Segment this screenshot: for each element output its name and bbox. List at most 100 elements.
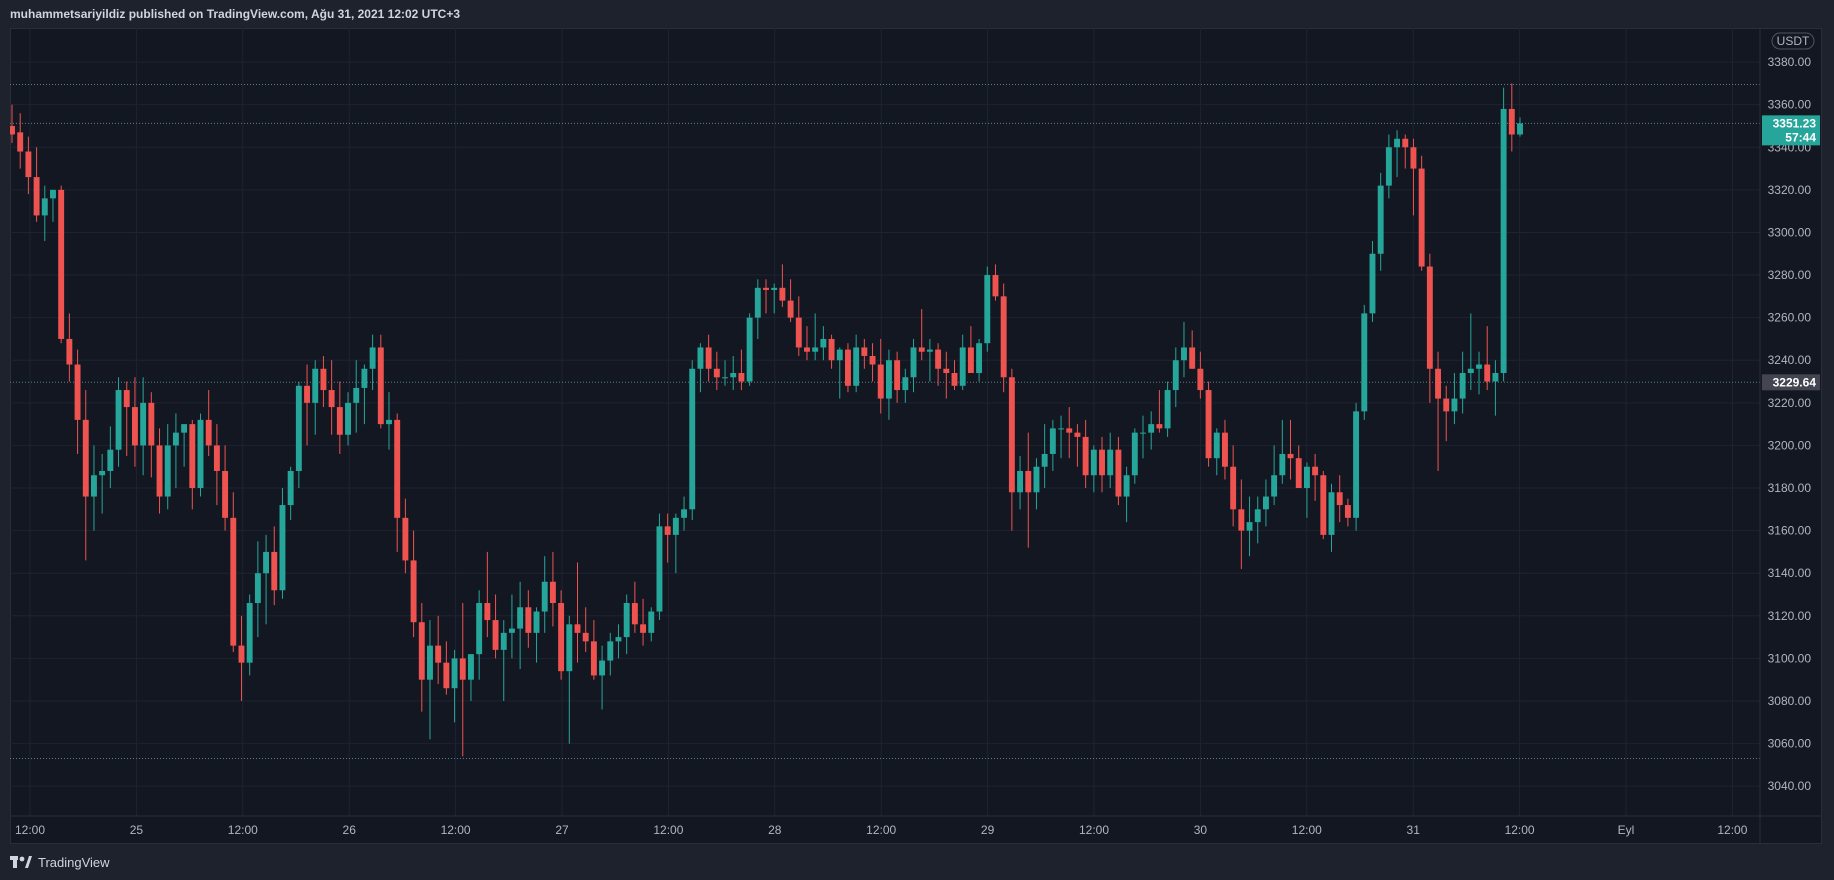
- candle-body: [1344, 505, 1351, 518]
- candle: [1082, 419, 1089, 489]
- candle-body: [222, 470, 229, 518]
- candle-body: [885, 360, 892, 399]
- candle: [1418, 155, 1425, 271]
- candle: [1205, 381, 1212, 467]
- candle: [320, 355, 327, 408]
- candle: [640, 598, 647, 646]
- y-tick-label: 3220.00: [1768, 396, 1812, 410]
- candle: [279, 488, 286, 599]
- candle: [1402, 134, 1409, 169]
- candle-body: [943, 368, 950, 374]
- candle: [140, 377, 147, 476]
- candle-body: [1115, 449, 1122, 497]
- candle-body: [1443, 398, 1450, 412]
- tradingview-logo-icon: [10, 856, 32, 868]
- candle: [607, 632, 614, 676]
- candle-body: [1336, 492, 1343, 506]
- candle: [1394, 130, 1401, 178]
- candle: [541, 556, 548, 633]
- candle: [1017, 456, 1024, 510]
- candle-body: [107, 449, 114, 471]
- candle-body: [787, 300, 794, 318]
- candle: [1271, 445, 1278, 506]
- candle: [590, 620, 597, 680]
- candle: [1033, 458, 1040, 510]
- candle-body: [451, 658, 458, 689]
- candle-body: [1123, 475, 1130, 497]
- axes[interactable]: [10, 28, 1822, 844]
- time-axis[interactable]: 12:00 25 12:00 26 12:00 27 12:00 28 12:00 29 12:00…: [15, 823, 1748, 837]
- price-axis[interactable]: 3040.00 3060.00 3080.00 3100.00 3120.00 3140.…: [1768, 55, 1812, 793]
- candle: [853, 334, 860, 393]
- candle-body: [41, 198, 48, 216]
- candle: [1131, 428, 1138, 484]
- candle: [1213, 428, 1220, 476]
- candle: [738, 349, 745, 391]
- candle: [1148, 411, 1155, 450]
- candle: [1107, 432, 1114, 489]
- candle-body: [353, 387, 360, 403]
- candle-body: [746, 317, 753, 382]
- candle: [435, 615, 442, 684]
- candle-body: [992, 275, 999, 297]
- candle: [1181, 321, 1187, 378]
- candle-body: [369, 347, 376, 369]
- candle: [558, 590, 565, 680]
- candle-body: [820, 338, 827, 348]
- y-tick-label: 3360.00: [1768, 98, 1812, 112]
- candle-body: [705, 347, 712, 369]
- candle-body: [1017, 470, 1024, 493]
- candle: [222, 445, 229, 531]
- candle-body: [631, 603, 638, 625]
- candle-body: [328, 390, 335, 408]
- candle: [549, 551, 556, 627]
- candle-body: [681, 509, 687, 518]
- candle-body: [246, 603, 253, 663]
- candle-body: [1451, 398, 1458, 412]
- candle: [861, 338, 868, 369]
- candle-body: [1189, 347, 1196, 369]
- candle: [181, 424, 188, 467]
- candle-body: [795, 317, 802, 348]
- candle-body: [361, 368, 368, 388]
- candle: [681, 496, 687, 531]
- candle: [1484, 326, 1491, 391]
- x-tick-label: 12:00: [441, 823, 471, 837]
- candle: [763, 279, 769, 314]
- candle: [41, 185, 48, 241]
- candle-body: [1303, 466, 1310, 489]
- candle: [443, 641, 450, 695]
- candle-body: [1484, 364, 1491, 382]
- y-tick-label: 3380.00: [1768, 55, 1812, 69]
- candle-body: [525, 607, 532, 633]
- candle-body: [902, 377, 909, 391]
- candle-body: [1156, 424, 1163, 429]
- candle-body: [1353, 411, 1360, 518]
- currency-badge[interactable]: USDT: [1771, 32, 1815, 50]
- candle-body: [189, 424, 196, 489]
- candle-body: [418, 622, 425, 680]
- candle: [476, 590, 483, 680]
- candle: [836, 347, 843, 399]
- candle-body: [1205, 390, 1212, 459]
- candle: [869, 343, 876, 382]
- candle: [1303, 462, 1310, 518]
- candle: [295, 381, 302, 489]
- x-tick-label: 31: [1407, 823, 1421, 837]
- candle: [730, 355, 737, 391]
- candle: [500, 620, 507, 701]
- candle-body: [1410, 147, 1417, 169]
- candle-body: [492, 620, 499, 650]
- candle: [517, 581, 524, 670]
- x-tick-label: 28: [768, 823, 782, 837]
- candle-body: [82, 419, 89, 497]
- candle-body: [967, 347, 974, 374]
- candle: [172, 413, 179, 489]
- candlestick-chart[interactable]: 3040.00 3060.00 3080.00 3100.00 3120.00 3140.…: [10, 28, 1822, 844]
- candle-body: [238, 645, 245, 663]
- y-tick-label: 3180.00: [1768, 481, 1812, 495]
- footer: TradingView: [10, 850, 110, 874]
- candle: [1508, 83, 1515, 152]
- candle: [877, 338, 884, 414]
- candle: [1426, 253, 1433, 403]
